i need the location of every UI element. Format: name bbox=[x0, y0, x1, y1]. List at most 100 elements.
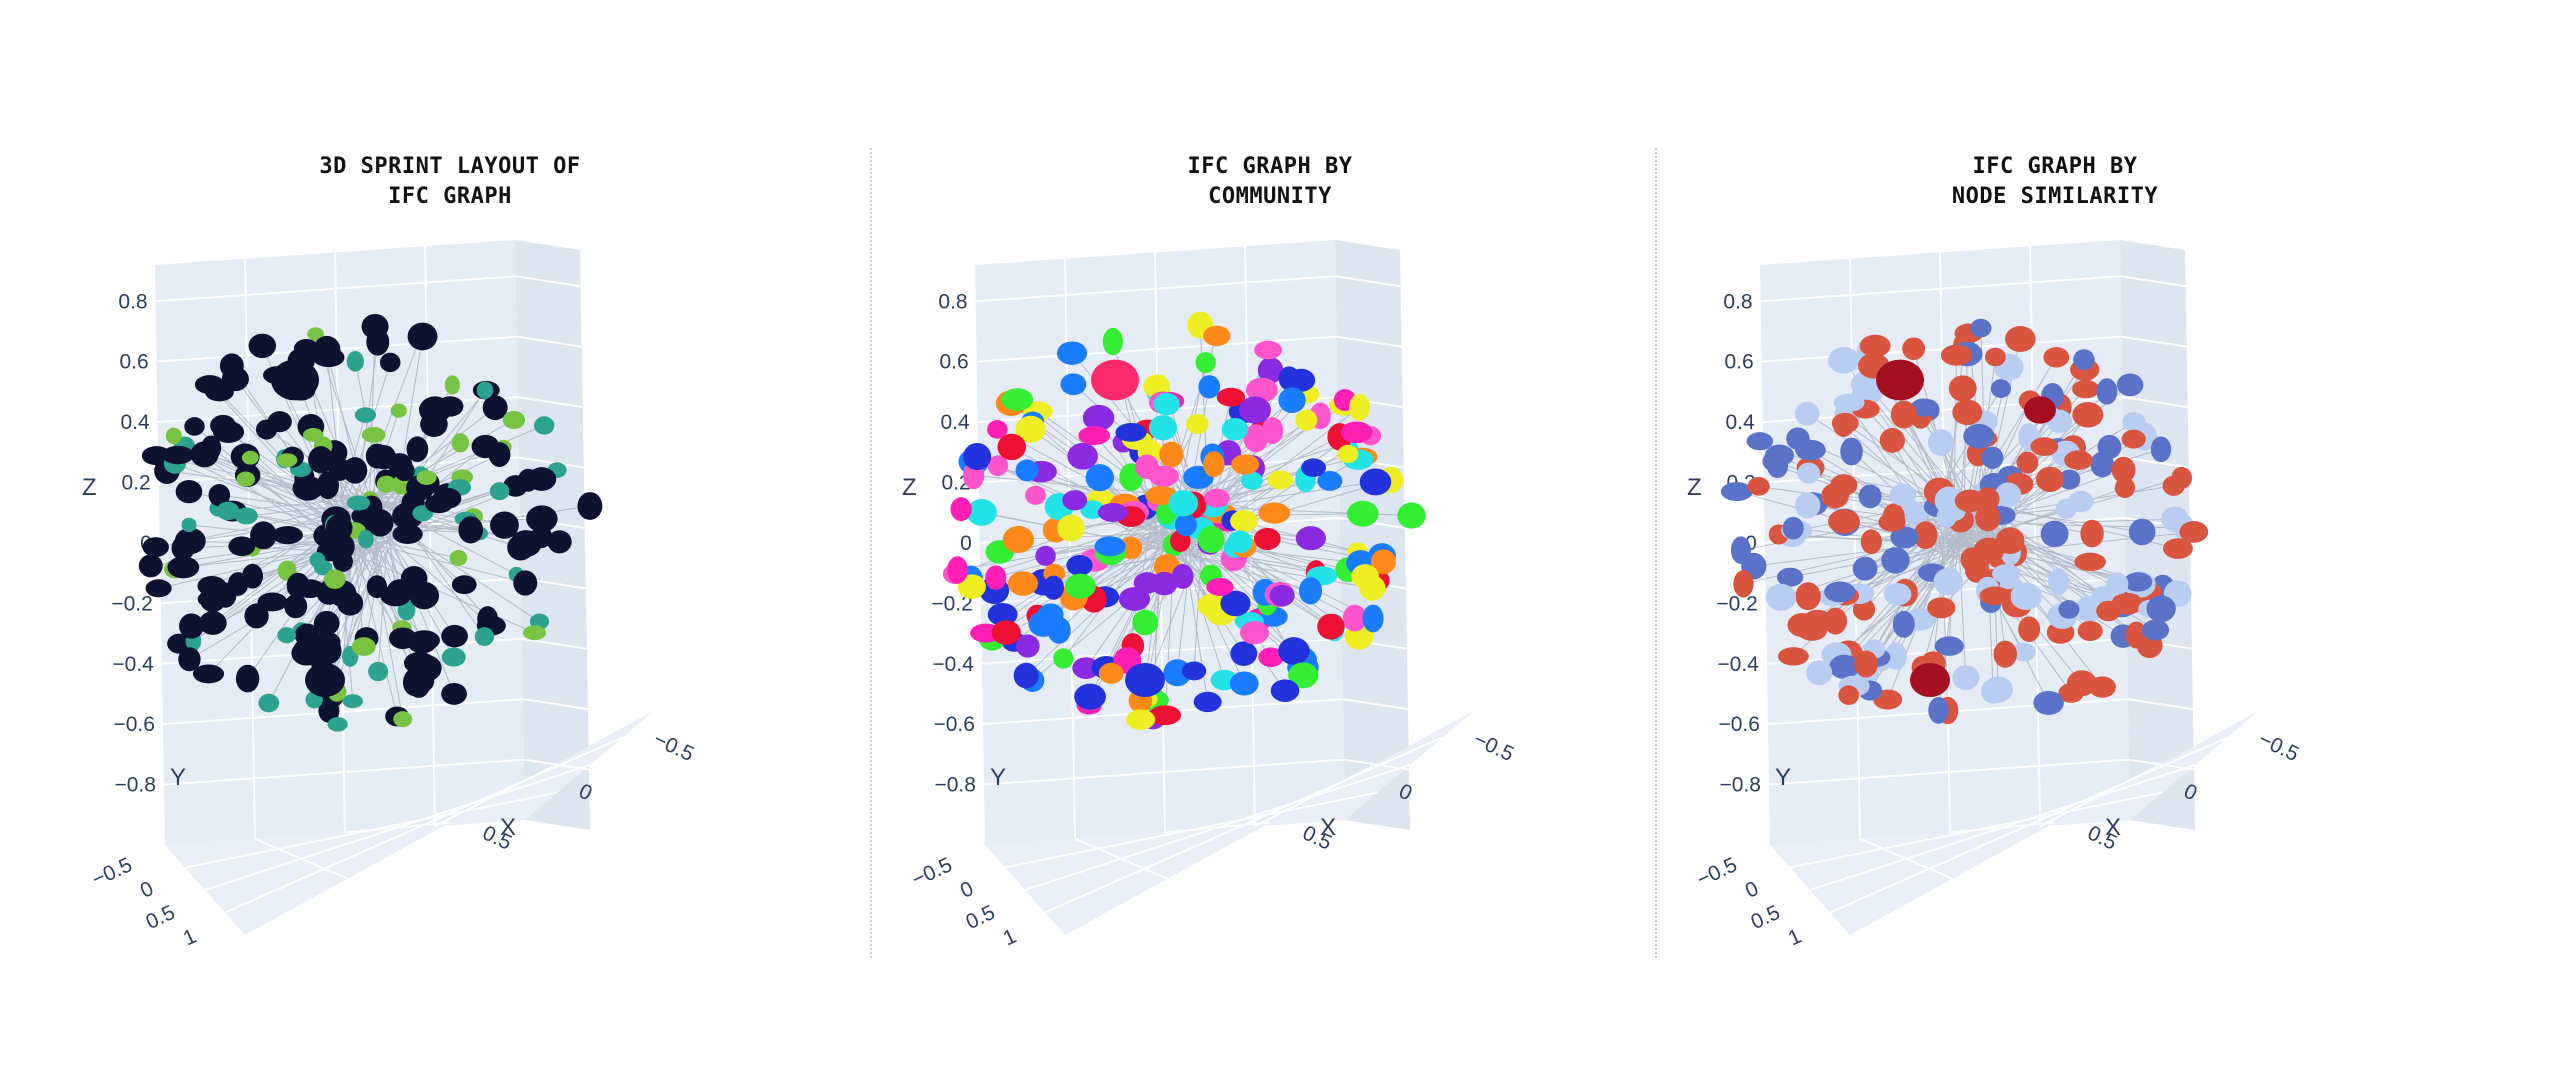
graph-node bbox=[1858, 484, 1882, 509]
graph-node bbox=[1203, 451, 1225, 478]
y-tick-label: 0 bbox=[1742, 877, 1762, 903]
graph-node bbox=[403, 651, 436, 675]
y-axis-title: Y bbox=[170, 764, 186, 791]
z-tick-label: 0 bbox=[960, 532, 972, 555]
graph-node bbox=[1317, 470, 1343, 491]
graph-node bbox=[476, 381, 494, 399]
edge bbox=[1157, 498, 1245, 684]
graph-node bbox=[1301, 458, 1326, 477]
graph-node bbox=[526, 505, 558, 533]
z-tick-label: 0.8 bbox=[1723, 290, 1752, 313]
graph-node bbox=[444, 375, 460, 395]
graph-node bbox=[365, 443, 389, 469]
graph-node bbox=[1797, 620, 1827, 641]
graph-node bbox=[1860, 529, 1882, 555]
graph-node bbox=[228, 536, 256, 557]
graph-node bbox=[1928, 696, 1949, 724]
graph-node bbox=[489, 482, 510, 501]
graph-node bbox=[1229, 671, 1259, 696]
graph-node bbox=[1072, 657, 1100, 679]
graph-node bbox=[312, 347, 345, 368]
y-tick-label: 0.5 bbox=[142, 901, 178, 934]
edge bbox=[1865, 501, 1964, 665]
side-wall bbox=[1335, 240, 1410, 830]
graph-node bbox=[200, 435, 222, 461]
graph-node bbox=[1952, 399, 1983, 426]
graph-node bbox=[197, 575, 227, 596]
graph-node bbox=[1204, 488, 1230, 508]
graph-node bbox=[258, 693, 280, 713]
graph-node bbox=[1892, 610, 1915, 638]
graph-node bbox=[1902, 501, 1928, 526]
hub-node bbox=[2024, 396, 2056, 424]
z-tick-label: −0.2 bbox=[931, 592, 972, 615]
graph-node bbox=[1346, 500, 1379, 527]
scatter3d-plot[interactable]: 0.80.60.40.20−0.2−0.4−0.6−0.8Z−0.500.51Y… bbox=[60, 0, 840, 1080]
graph-node bbox=[1295, 526, 1326, 551]
graph-node bbox=[1206, 577, 1234, 596]
graph-node bbox=[1828, 509, 1860, 534]
graph-node bbox=[309, 552, 326, 568]
graph-node bbox=[241, 450, 259, 465]
graph-node bbox=[244, 603, 269, 629]
y-tick-label: 0 bbox=[137, 877, 157, 903]
graph-node bbox=[1975, 504, 2001, 532]
graph-node bbox=[1829, 654, 1860, 680]
graph-node bbox=[1828, 346, 1860, 374]
graph-node bbox=[2066, 670, 2097, 697]
graph-node bbox=[175, 479, 203, 504]
graph-node bbox=[1976, 487, 2000, 511]
graph-node bbox=[308, 446, 334, 474]
graph-node bbox=[1936, 505, 1957, 528]
graph-node bbox=[1240, 471, 1263, 490]
graph-node bbox=[2010, 582, 2042, 611]
graph-node bbox=[1852, 556, 1878, 581]
graph-node bbox=[1964, 547, 1991, 572]
graph-node bbox=[1118, 587, 1151, 611]
graph-node bbox=[1261, 417, 1284, 445]
x-tick-label: −0.5 bbox=[1470, 728, 1517, 766]
z-tick-label: 0.4 bbox=[1726, 411, 1756, 434]
graph-node bbox=[1193, 691, 1222, 713]
edge bbox=[1037, 542, 1181, 617]
graph-node bbox=[502, 410, 526, 430]
graph-node bbox=[1927, 597, 1956, 619]
graph-node bbox=[1397, 502, 1426, 529]
graph-node bbox=[324, 569, 346, 589]
graph-node bbox=[947, 556, 968, 584]
graph-node bbox=[406, 436, 429, 462]
graph-node bbox=[2030, 437, 2059, 457]
graph-node bbox=[1064, 573, 1096, 599]
graph-node bbox=[388, 627, 417, 650]
z-tick-label: 0.8 bbox=[118, 290, 147, 313]
graph-node bbox=[1254, 340, 1282, 360]
graph-node bbox=[1794, 492, 1821, 519]
z-tick-label: −0.6 bbox=[933, 713, 974, 736]
graph-node bbox=[277, 627, 297, 644]
graph-node bbox=[1984, 347, 2006, 367]
graph-node bbox=[1094, 536, 1126, 557]
graph-node bbox=[1115, 423, 1147, 442]
graph-node bbox=[1995, 527, 2025, 554]
graph-node bbox=[1043, 575, 1064, 600]
y-tick-label: −0.5 bbox=[88, 853, 135, 891]
panel-sprint-layout: 3D SPRINT LAYOUT OF IFC GRAPH 0.8 0.6 0.4 0… bbox=[60, 0, 840, 1080]
graph-node bbox=[1786, 427, 1810, 450]
graph-node bbox=[2058, 469, 2081, 490]
z-tick-label: −0.6 bbox=[1718, 713, 1759, 736]
graph-node bbox=[1733, 570, 1754, 598]
graph-node bbox=[2128, 518, 2156, 546]
graph-node bbox=[416, 470, 437, 485]
graph-node bbox=[451, 575, 477, 595]
graph-node bbox=[1940, 344, 1973, 366]
panel-title-line2: NODE SIMILARITY bbox=[1951, 184, 2159, 209]
hub-node bbox=[1091, 359, 1139, 401]
scatter3d-plot[interactable]: 0.80.60.40.20−0.2−0.4−0.6−0.8Z−0.500.51Y… bbox=[1665, 0, 2445, 1080]
z-tick-label: 0.6 bbox=[119, 351, 148, 374]
graph-node bbox=[458, 516, 484, 544]
graph-node bbox=[1053, 648, 1074, 669]
x-axis-title: X bbox=[2105, 814, 2121, 841]
graph-node bbox=[2055, 498, 2077, 519]
panel-community: IFC GRAPH BY COMMUNITY 0.8 0.6 0.4 0.2 0 −0.2… bbox=[880, 0, 1660, 1080]
